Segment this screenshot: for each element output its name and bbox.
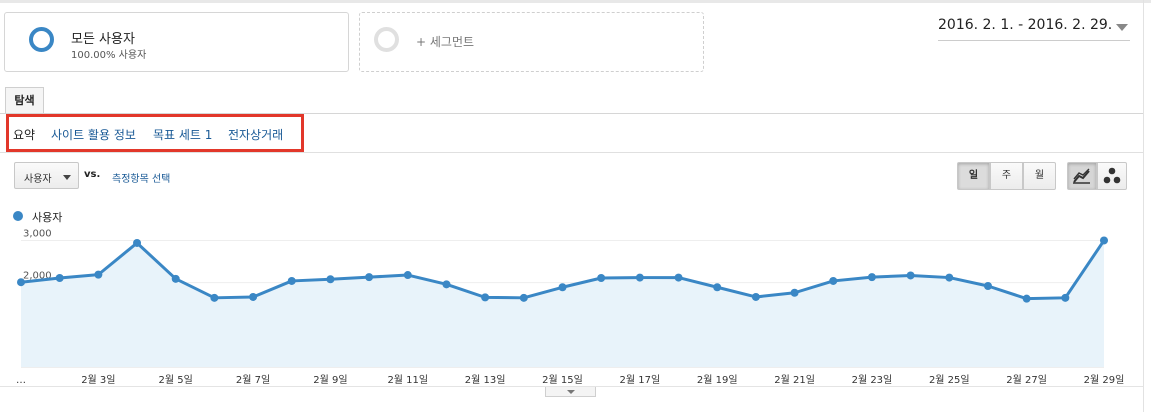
data-point: [558, 283, 567, 292]
data-point: [94, 270, 103, 279]
tab-divider: [0, 113, 1143, 114]
period-month-button[interactable]: 월: [1023, 162, 1056, 190]
x-tick-label: 2월 17일: [620, 374, 661, 386]
subnav-goal-set-1[interactable]: 목표 세트 1: [153, 128, 213, 142]
data-point: [287, 276, 296, 285]
subnav-site-usage[interactable]: 사이트 활용 정보: [51, 128, 136, 142]
segment-percent: 100.00% 사용자: [71, 50, 147, 61]
segment-name: 모든 사용자: [71, 32, 135, 47]
data-point: [867, 273, 876, 282]
metric-select-value: 사용자: [24, 174, 52, 185]
data-point: [751, 292, 760, 301]
data-point: [1061, 293, 1070, 302]
y-tick-label: 2,000: [23, 271, 52, 282]
data-point: [210, 293, 219, 302]
x-tick-label: 2월 5일: [159, 374, 193, 386]
period-week-button[interactable]: 주: [990, 162, 1023, 190]
x-tick-label: 2월 13일: [465, 374, 506, 386]
data-point: [481, 293, 490, 302]
add-segment-button[interactable]: + 세그먼트: [359, 12, 704, 72]
motion-chart-icon: [1103, 167, 1121, 184]
data-point: [713, 283, 722, 292]
subnav-divider: [0, 152, 1143, 153]
chevron-down-icon: [63, 175, 71, 180]
data-point: [55, 273, 64, 282]
data-point: [326, 275, 335, 284]
x-tick-label: 2월 23일: [852, 374, 893, 386]
data-point: [674, 273, 683, 282]
add-segment-label: + 세그먼트: [416, 35, 475, 49]
segment-color-ring-icon: [29, 27, 54, 52]
legend-series-name: 사용자: [32, 211, 63, 224]
date-range-picker[interactable]: 2016. 2. 1. - 2016. 2. 29.: [938, 14, 1130, 41]
panel-edge: [1143, 0, 1144, 412]
date-range-text: 2016. 2. 1. - 2016. 2. 29.: [938, 17, 1113, 33]
legend-dot-icon: [13, 211, 23, 221]
data-point: [829, 276, 838, 285]
data-point: [519, 293, 528, 302]
x-tick-label: 2월 21일: [774, 374, 815, 386]
line-chart-icon: [1073, 168, 1090, 184]
data-point: [635, 273, 644, 282]
data-point: [17, 278, 25, 287]
period-day-button[interactable]: 일: [957, 162, 990, 190]
series-area: [21, 240, 1104, 367]
x-tick-label: 2월 27일: [1006, 374, 1047, 386]
tab-explore[interactable]: 탐색: [5, 87, 44, 113]
motion-chart-button[interactable]: [1097, 162, 1127, 190]
data-point: [442, 280, 451, 289]
data-point: [1022, 294, 1031, 303]
metric-select-dropdown[interactable]: 사용자: [14, 162, 79, 189]
x-tick-label: 2월 7일: [236, 374, 270, 386]
subnav-ecommerce[interactable]: 전자상거래: [228, 128, 284, 142]
chart-bottom-divider: [0, 386, 1143, 387]
top-border: [0, 0, 1151, 3]
data-point: [249, 292, 258, 301]
x-tick-label: 2월 15일: [542, 374, 583, 386]
x-tick-label: 2월 11일: [387, 374, 428, 386]
y-tick-label: 3,000: [23, 228, 52, 239]
data-point: [597, 273, 606, 282]
data-point: [365, 273, 374, 282]
data-point: [790, 288, 799, 297]
data-point: [1100, 236, 1108, 245]
x-tick-label: …: [16, 375, 26, 386]
segment-all-users[interactable]: 모든 사용자 100.00% 사용자: [4, 12, 349, 72]
report-subnav: 요약 사이트 활용 정보 목표 세트 1 전자상거래: [6, 114, 304, 152]
x-tick-label: 2월 9일: [313, 374, 347, 386]
x-tick-label: 2월 3일: [81, 374, 115, 386]
chevron-down-icon: [567, 390, 575, 394]
data-point: [133, 238, 142, 247]
data-point: [906, 271, 915, 280]
x-tick-label: 2월 29일: [1084, 374, 1125, 386]
vs-label: vs.: [84, 169, 101, 180]
data-point: [945, 273, 954, 282]
subnav-summary[interactable]: 요약: [13, 128, 36, 142]
data-point: [983, 282, 992, 290]
data-point: [403, 271, 412, 280]
data-point: [171, 274, 180, 283]
x-tick-label: 2월 19일: [697, 374, 738, 386]
select-metric-link[interactable]: 측정항목 선택: [112, 174, 171, 185]
chart-expand-handle[interactable]: [545, 387, 596, 397]
line-chart-button[interactable]: [1067, 162, 1097, 190]
empty-segment-ring-icon: [374, 27, 399, 52]
chevron-down-icon: [1116, 24, 1128, 31]
x-tick-label: 2월 25일: [929, 374, 970, 386]
